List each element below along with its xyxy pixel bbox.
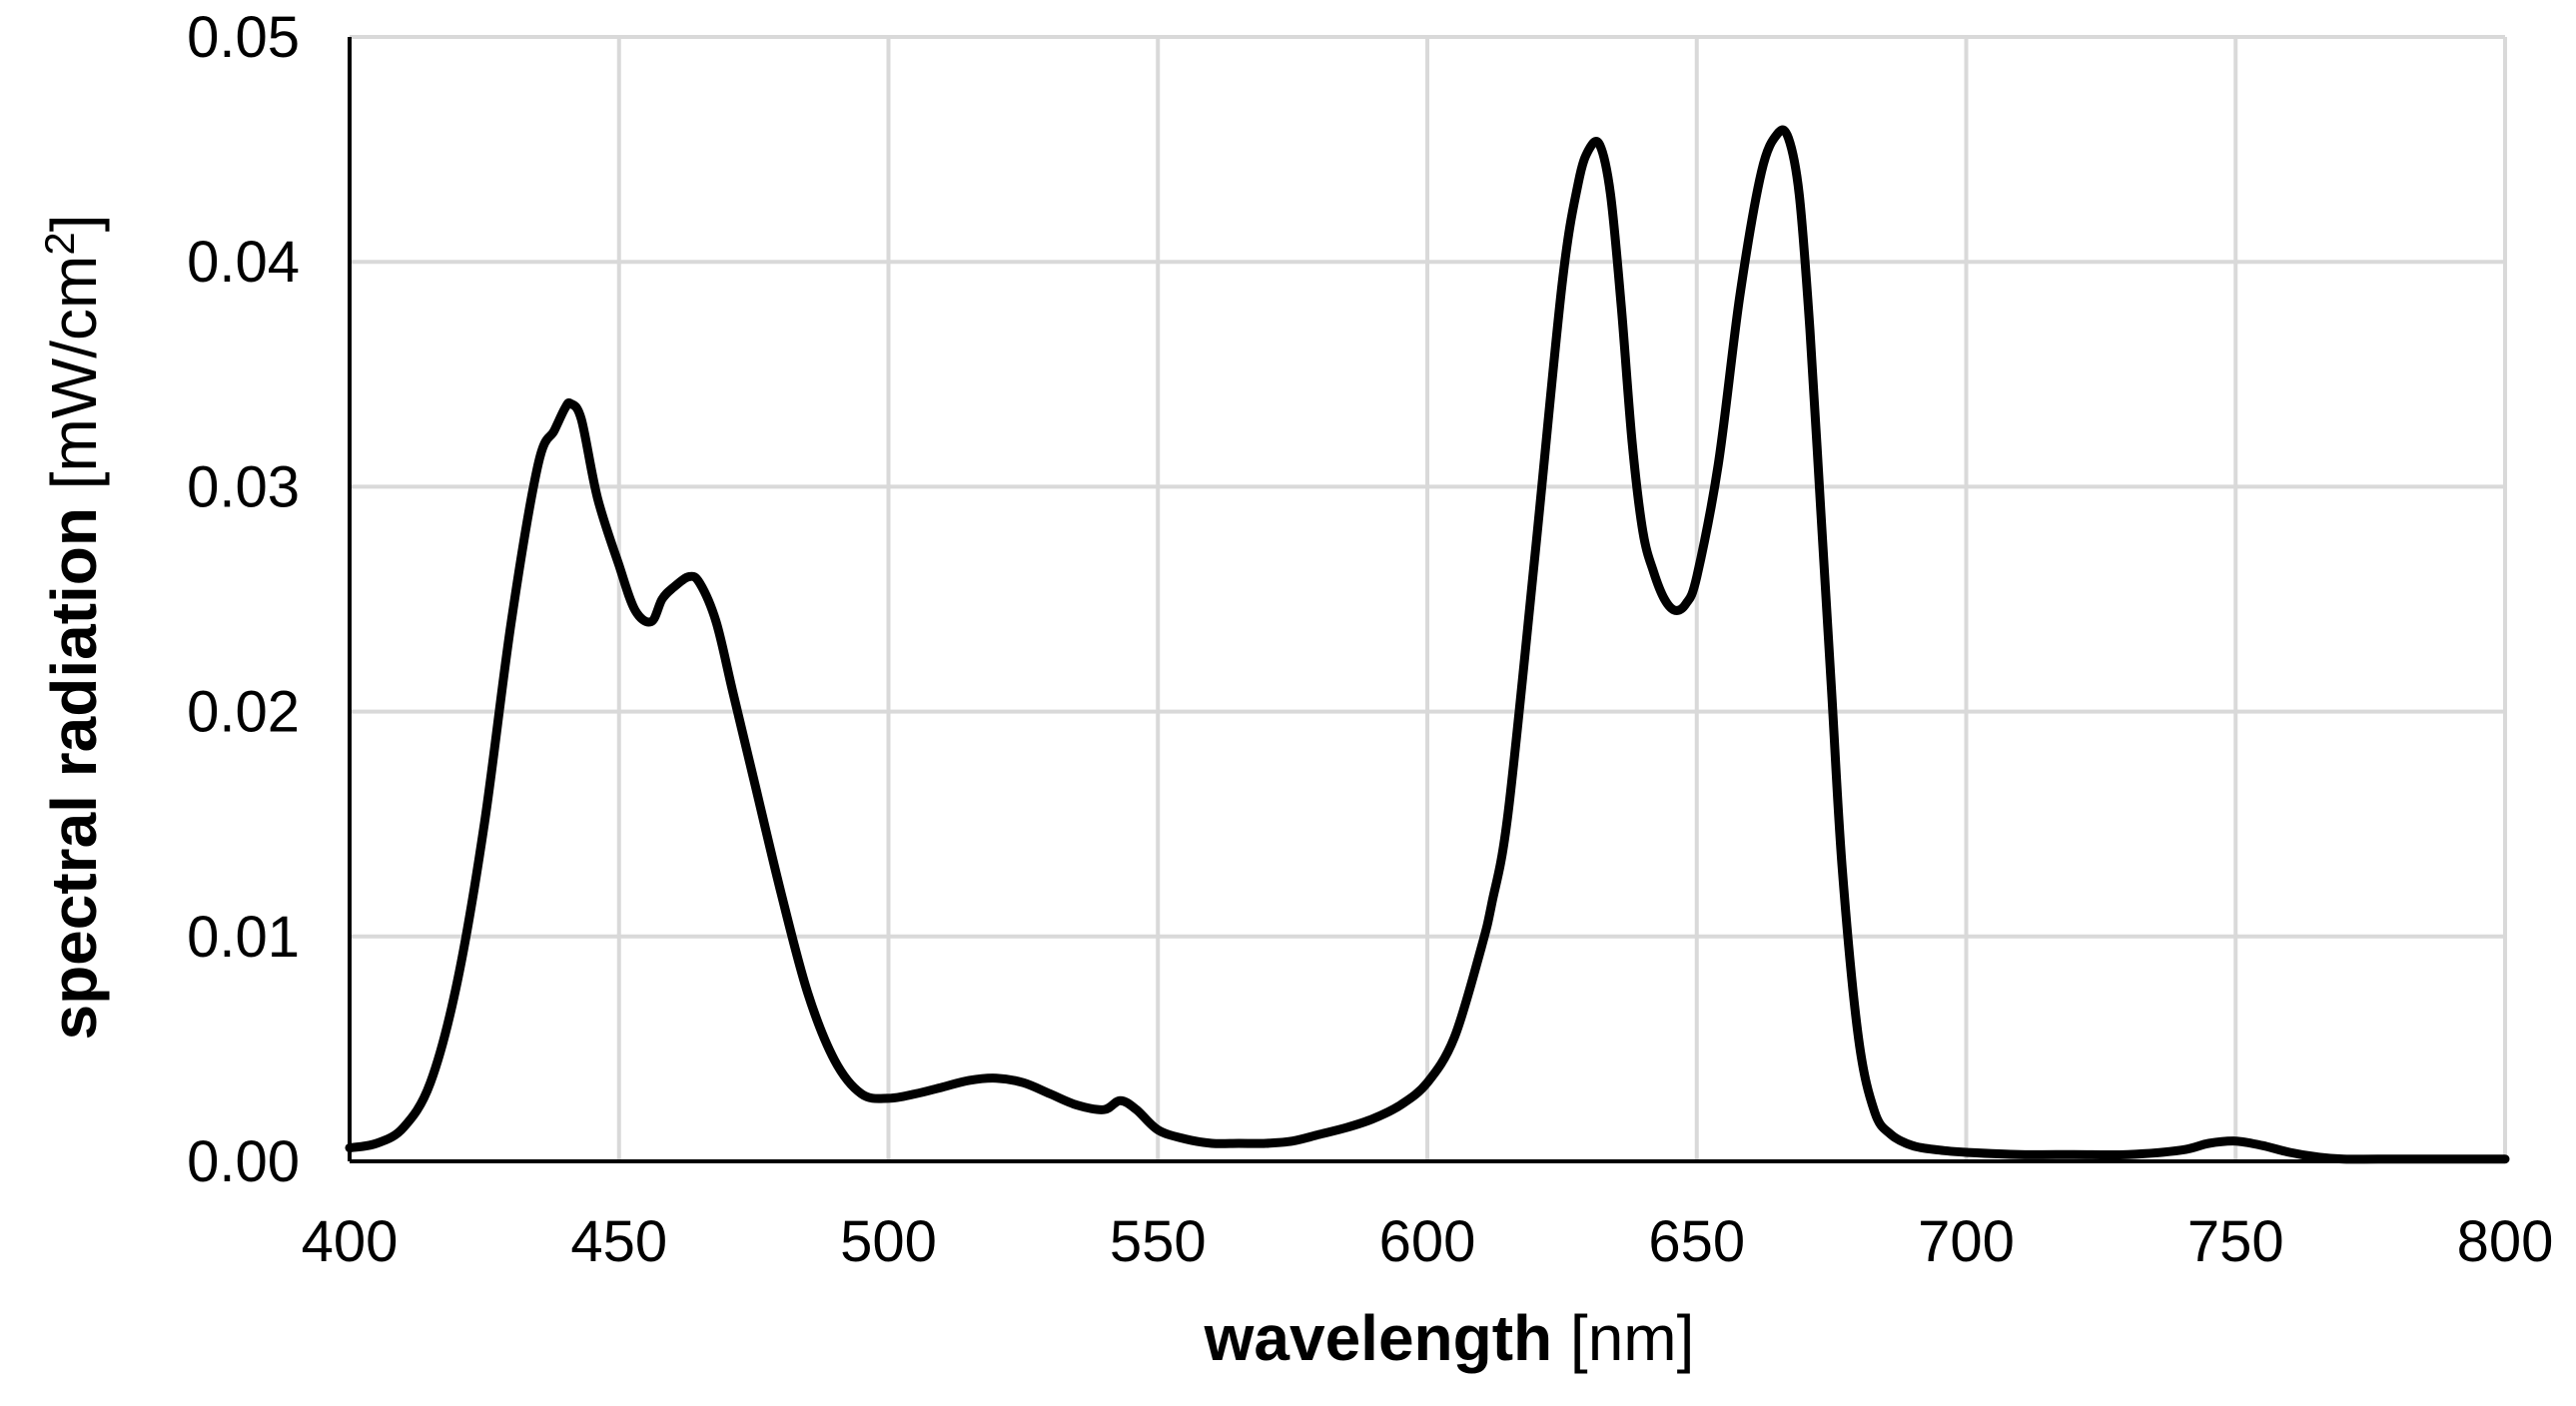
x-axis-title-space: [1552, 1302, 1570, 1374]
y-tick-label: 0.05: [187, 5, 300, 70]
axis-layer: [348, 37, 2505, 1163]
tick-layer: 400 450 500 550 600 650 700 750 800 0.00 0.01 0.02 0…: [187, 5, 2553, 1274]
x-tick-label: 550: [1110, 1209, 1207, 1274]
x-tick-label: 500: [840, 1209, 937, 1274]
x-tick-label: 650: [1648, 1209, 1745, 1274]
y-axis-title-superscript: 2: [36, 232, 83, 255]
y-axis-title-space: [38, 489, 110, 507]
x-axis-title: wavelength [nm]: [1204, 1302, 1695, 1374]
x-tick-label: 450: [570, 1209, 667, 1274]
y-tick-label: 0.01: [187, 905, 300, 970]
y-tick-label: 0.00: [187, 1129, 300, 1194]
x-tick-label: 750: [2187, 1209, 2284, 1274]
series-layer: [345, 125, 2510, 1164]
y-axis-title-close: ]: [38, 214, 110, 232]
x-axis-title-main: wavelength: [1204, 1302, 1553, 1374]
x-tick-label: 400: [302, 1209, 399, 1274]
y-tick-label: 0.04: [187, 230, 300, 295]
y-axis-title-main: spectral radiation: [38, 507, 110, 1041]
x-tick-label: 600: [1379, 1209, 1476, 1274]
grid-layer: [350, 35, 2507, 1161]
x-tick-label: 800: [2457, 1209, 2554, 1274]
x-tick-label: 700: [1918, 1209, 2015, 1274]
x-axis-title-unit: [nm]: [1570, 1302, 1694, 1374]
y-tick-label: 0.02: [187, 680, 300, 745]
y-axis-title-unit: [mW/cm: [38, 256, 110, 490]
y-axis-title: spectral radiation [mW/cm2]: [36, 214, 110, 1040]
y-tick-label: 0.03: [187, 454, 300, 519]
series-line-spectrum: [345, 125, 2510, 1164]
